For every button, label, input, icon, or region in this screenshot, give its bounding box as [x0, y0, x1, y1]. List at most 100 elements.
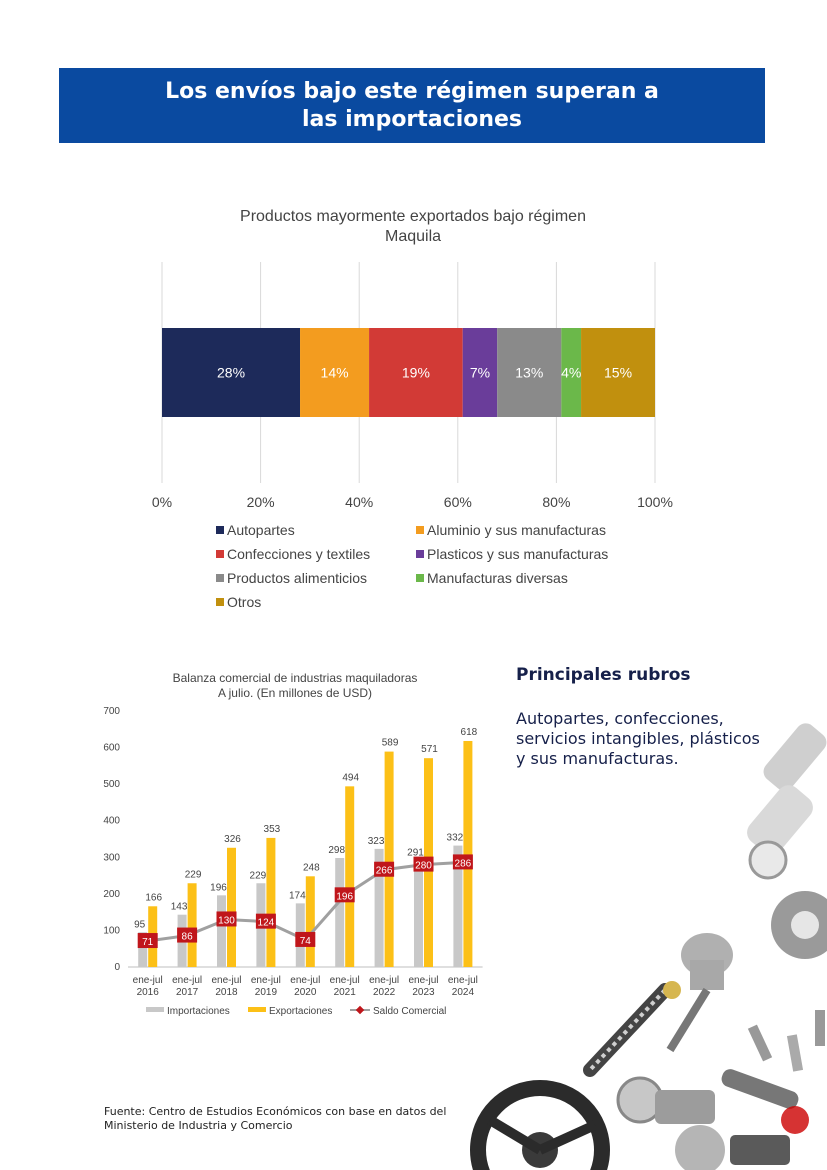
chart2-x-label-line2: 2022 [373, 987, 396, 998]
page-title: Los envíos bajo este régimen superan a l… [165, 78, 659, 132]
chart2-balance-marker [452, 854, 473, 870]
chart1-data-label: 4% [561, 365, 581, 381]
chart2-import-bar [217, 895, 226, 967]
chart2-y-tick: 600 [103, 743, 120, 754]
chart1-data-label: 28% [217, 365, 245, 381]
chart2-balance-marker [374, 861, 395, 877]
chart1-legend-swatch [416, 550, 424, 558]
chart2-balance-marker [216, 911, 237, 927]
chart2-balance-label: 86 [182, 932, 194, 943]
chart2-import-label: 95 [134, 919, 146, 930]
chart1-legend-label: Aluminio y sus manufacturas [427, 522, 606, 538]
chart2-x-label-line1: ene-jul [290, 975, 320, 986]
chart2-balance-label: 280 [415, 861, 432, 872]
chart2-legend-swatch [146, 1007, 164, 1012]
chart2-export-label: 353 [264, 824, 281, 835]
chart2-balance-label: 74 [300, 936, 312, 947]
chart2-import-bar [453, 845, 463, 967]
chart2-y-tick: 200 [103, 889, 120, 900]
spark-plug-icon [747, 1010, 825, 1072]
chart2-balance-label: 124 [258, 918, 275, 929]
chart2-export-bar [187, 883, 197, 967]
chart2-import-label: 196 [210, 882, 227, 893]
chart1-legend-swatch [216, 550, 224, 558]
header-banner: Los envíos bajo este régimen superan a l… [59, 68, 765, 143]
chart2-y-tick: 700 [103, 706, 120, 717]
piston-icon [666, 933, 733, 1053]
chart1-x-tick: 40% [345, 494, 373, 510]
chart1-bar-segment [162, 328, 301, 417]
chart1-legend-label: Manufacturas diversas [427, 570, 568, 586]
chart1-bar-segment [581, 328, 655, 417]
chart2-x-label-line1: ene-jul [448, 975, 478, 986]
trade-balance-chart: Balanza comercial de industrias maquilad… [103, 671, 483, 1017]
chart2-title-line1: Balanza comercial de industrias maquilad… [173, 671, 418, 685]
chart2-balance-label: 286 [455, 858, 472, 869]
chart1-bar-segment [462, 328, 498, 417]
chart1-bar-segment [497, 328, 562, 417]
chart2-x-label-line1: ene-jul [211, 975, 241, 986]
chart2-x-label-line1: ene-jul [330, 975, 360, 986]
chart2-import-bar [138, 932, 148, 967]
chart2-export-label: 229 [185, 869, 202, 880]
chart1-x-tick: 20% [247, 494, 275, 510]
chart1-x-tick: 80% [542, 494, 570, 510]
chart2-export-bar [384, 751, 394, 967]
chart1-x-tick: 0% [152, 494, 172, 510]
chart1-data-label: 14% [321, 365, 349, 381]
chart1-data-label: 13% [515, 365, 543, 381]
chart1-legend-swatch [216, 526, 224, 534]
engine-parts-icon [616, 1069, 809, 1170]
chart2-export-label: 589 [382, 738, 399, 749]
chart2-x-label-line2: 2020 [294, 987, 317, 998]
chart2-export-label: 166 [145, 892, 162, 903]
chart1-bar-segment [561, 328, 582, 417]
chart2-export-bar [266, 837, 276, 967]
chart2-balance-label: 71 [142, 937, 154, 948]
steering-wheel-icon [470, 1080, 610, 1170]
chart2-export-label: 248 [303, 862, 320, 873]
chart2-import-label: 143 [171, 902, 188, 913]
chart2-balance-marker [413, 856, 434, 872]
chart2-import-bar [374, 848, 384, 967]
chart2-export-label: 326 [224, 834, 241, 845]
chart2-export-label: 571 [421, 744, 438, 755]
chart2-legend-swatch [248, 1007, 266, 1012]
chart1-title-line2: Maquila [385, 228, 441, 245]
chart1-legend-swatch [416, 574, 424, 582]
chart2-balance-marker [255, 913, 276, 929]
chart1-legend-label: Otros [227, 594, 261, 610]
chart2-export-bar [305, 876, 315, 967]
chart2-x-label-line1: ene-jul [172, 975, 202, 986]
chart2-x-label-line2: 2017 [176, 987, 199, 998]
chart2-import-bar [414, 860, 423, 967]
chart2-x-label-line1: ene-jul [251, 975, 281, 986]
chart2-x-label-line2: 2023 [412, 987, 435, 998]
gear-icon [771, 891, 827, 959]
chart1-legend-label: Productos alimenticios [227, 570, 367, 586]
pipe-icon [747, 723, 827, 880]
exported-products-chart: Productos mayormente exportados bajo rég… [152, 208, 673, 610]
chart1-legend-swatch [216, 598, 224, 606]
source-note: Fuente: Centro de Estudios Económicos co… [104, 1105, 447, 1132]
chart2-balance-marker [334, 887, 355, 903]
chart2-title-line2: A julio. (En millones de USD) [218, 686, 372, 700]
rubros-text: Autopartes, confecciones, servicios inta… [516, 709, 760, 768]
chart1-legend-swatch [416, 526, 424, 534]
chart2-x-label-line2: 2024 [452, 987, 475, 998]
chart2-y-tick: 0 [114, 962, 120, 973]
chart2-y-tick: 300 [103, 852, 120, 863]
chart1-data-label: 7% [470, 365, 490, 381]
chart2-legend-label: Saldo Comercial [373, 1006, 446, 1017]
chart1-data-label: 15% [604, 365, 632, 381]
chart1-x-tick: 60% [444, 494, 472, 510]
shock-absorber-icon [583, 981, 681, 1077]
chart2-import-bar [335, 858, 345, 967]
chart2-export-label: 618 [461, 727, 478, 738]
chart1-bar-segment [369, 328, 463, 417]
chart2-x-label-line1: ene-jul [369, 975, 399, 986]
chart2-import-label: 291 [407, 848, 424, 859]
chart2-export-label: 494 [342, 772, 359, 783]
chart1-title-line1: Productos mayormente exportados bajo rég… [240, 208, 586, 225]
